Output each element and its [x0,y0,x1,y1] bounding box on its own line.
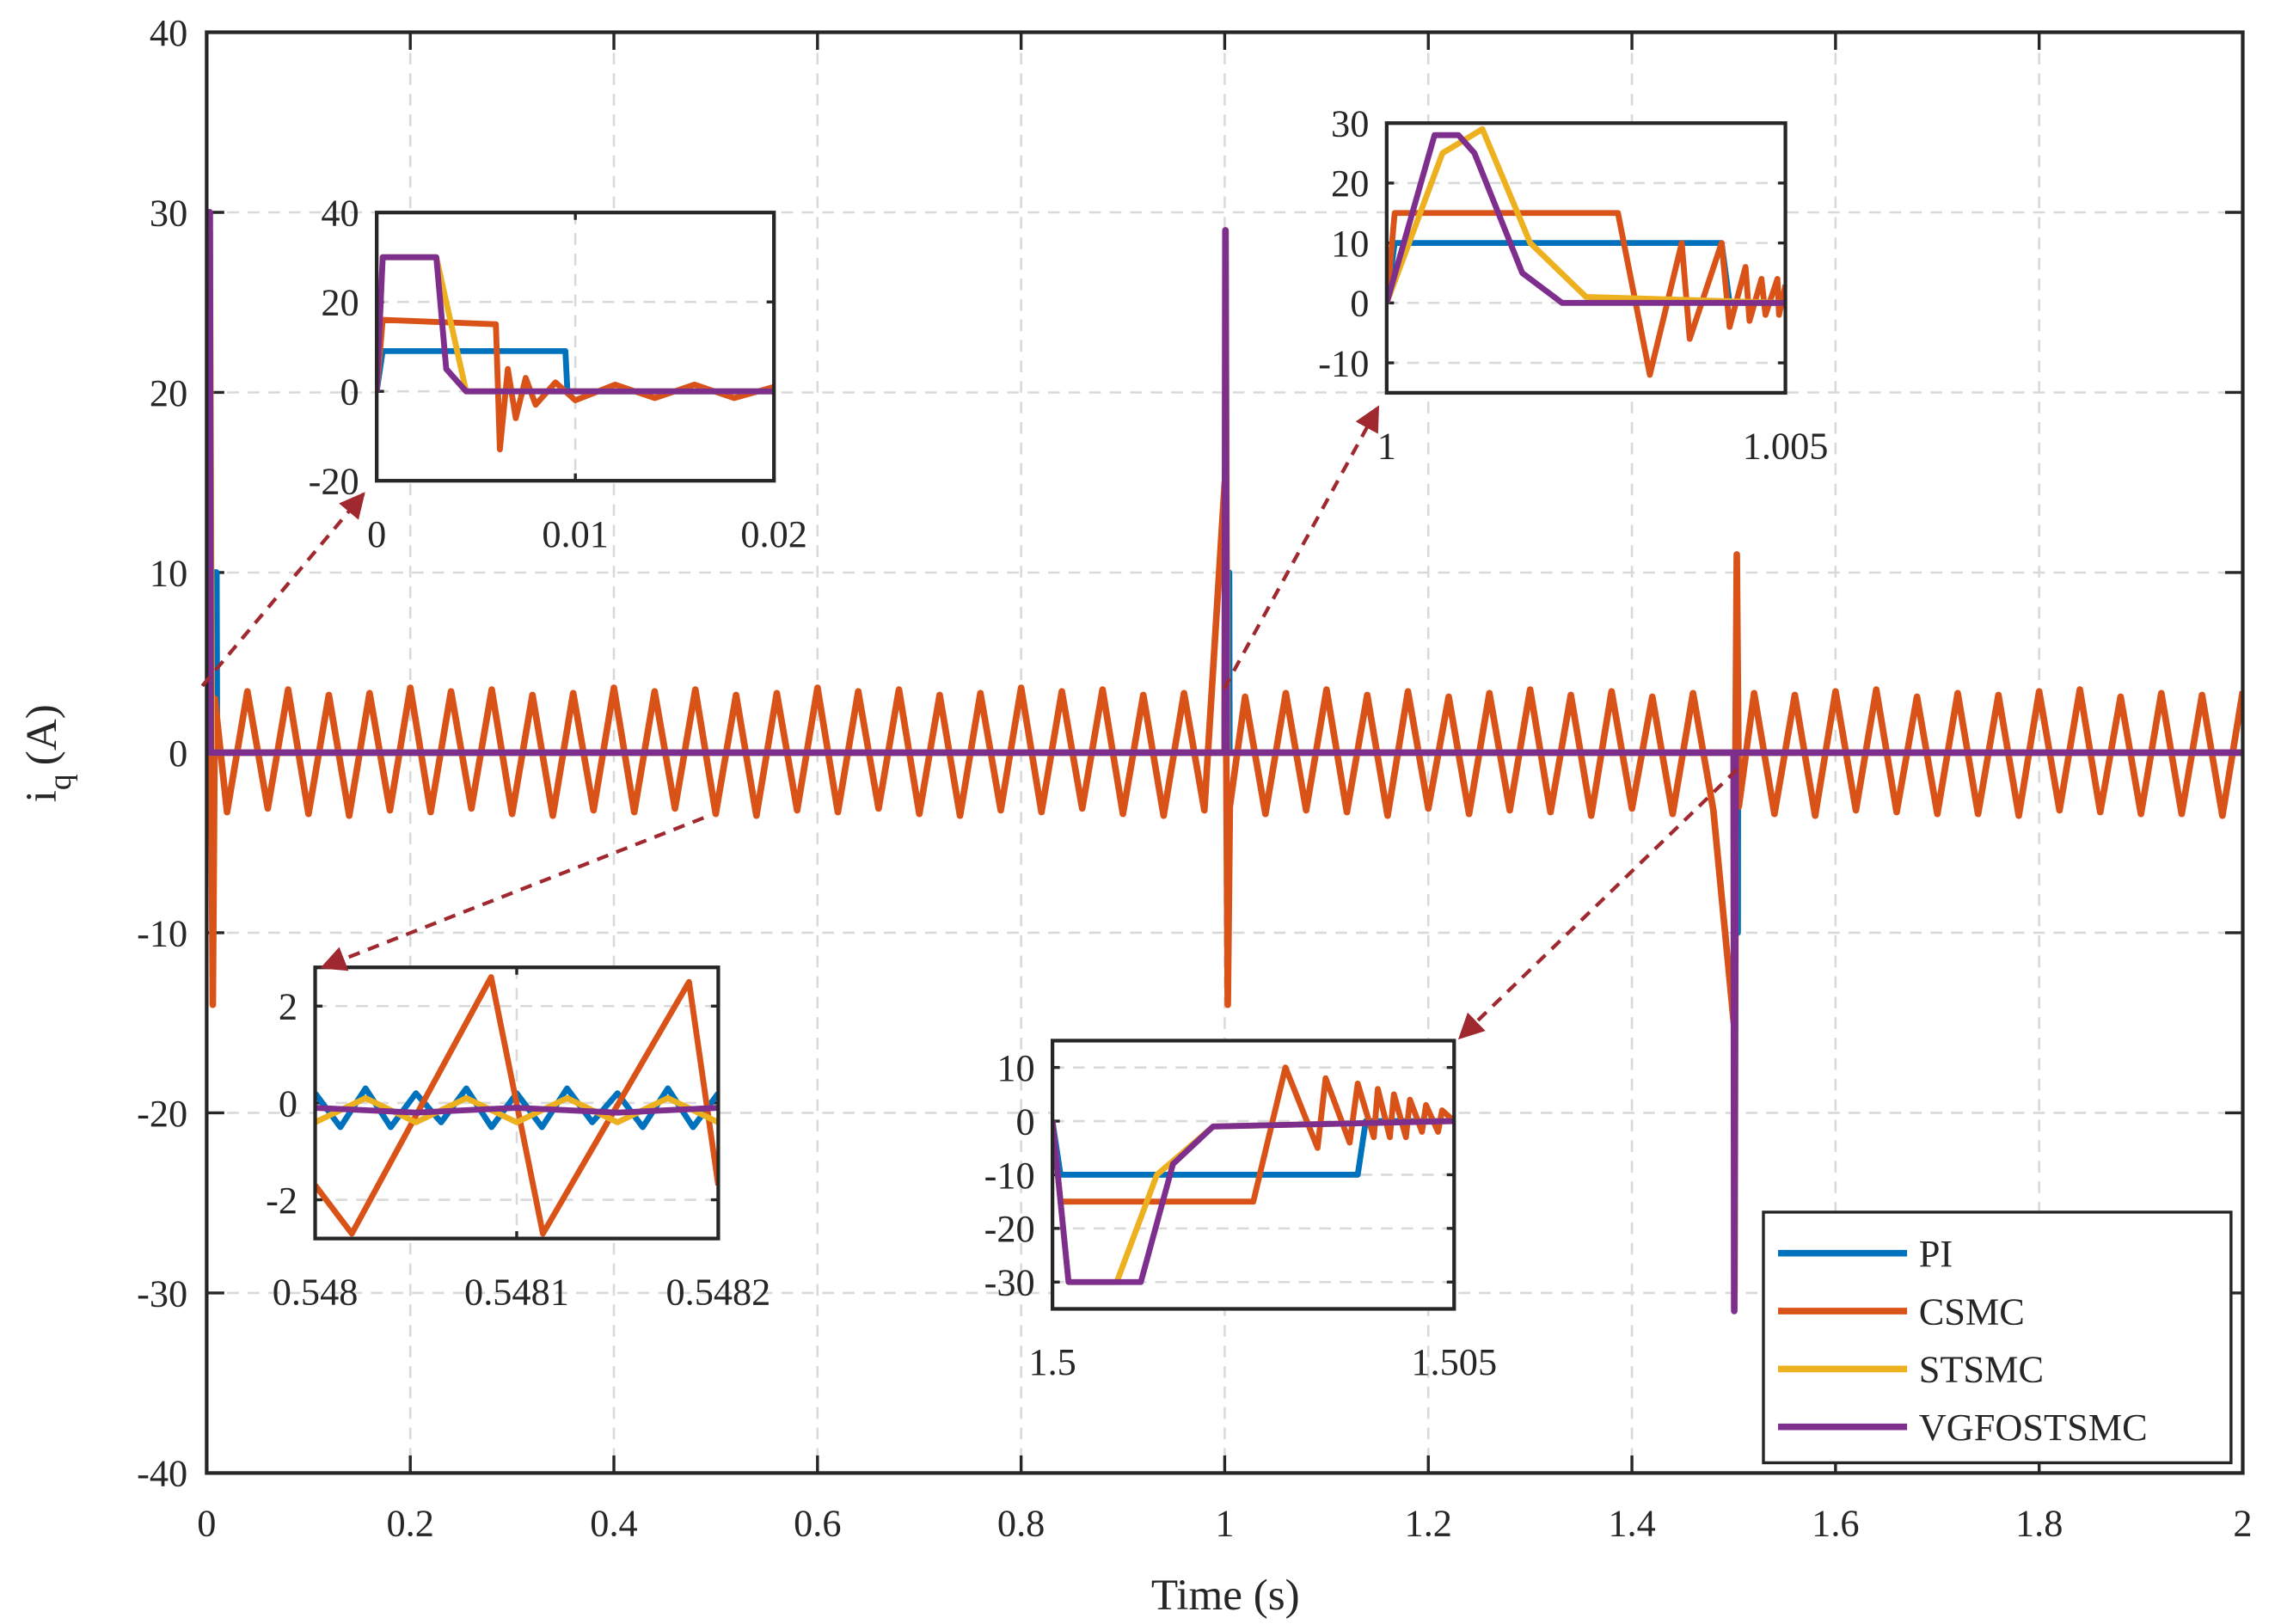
x-tick-label: 1.505 [1411,1341,1497,1383]
y-tick-label: 0 [1350,283,1369,325]
y-tick-label: 20 [1331,162,1369,205]
y-tick-label: -20 [984,1208,1035,1250]
zoom-arrow [200,492,365,688]
y-tick-label: 0 [340,371,359,414]
y-tick-label: 0 [169,732,187,775]
y-tick-label: -30 [984,1262,1035,1304]
zoom-arrow [1222,405,1380,690]
y-tick-label: 30 [1331,103,1369,145]
series-line [377,254,775,395]
y-label-base: i [17,790,66,802]
x-tick-label: 0.5481 [464,1271,569,1313]
series-group [1386,126,1786,378]
y-tick-label: -10 [1318,342,1369,384]
legend-label: VGFOSTSMC [1919,1406,2148,1449]
y-tick-label: 2 [279,986,297,1028]
x-tick-label: 1 [1377,426,1396,468]
x-tick-label: 0 [197,1503,216,1545]
y-tick-label: 30 [150,192,187,234]
y-tick-label: -10 [137,912,187,954]
y-tick-label: 20 [150,372,187,414]
zoom-arrow [1457,768,1738,1040]
axes-frame [205,30,2245,1475]
axes-frame [313,965,721,1241]
y-tick-label: 40 [321,193,359,235]
axes-frame [1050,1039,1456,1311]
y-tick-label: 10 [1331,223,1369,265]
legend: PI CSMC STSMC VGFOSTSMC [1762,1210,2233,1465]
y-tick-label: 10 [996,1047,1034,1089]
series-line [315,1105,719,1116]
axes-frame [375,211,776,483]
x-tick-label: 0.4 [590,1503,637,1545]
y-tick-label: -40 [137,1453,187,1495]
series-group [315,974,719,1237]
series-line [1386,132,1786,306]
series-line [1386,126,1786,306]
y-tick-label: -30 [137,1272,187,1315]
x-tick-label: 1.5 [1028,1341,1076,1383]
x-tick-label: 0.8 [997,1503,1045,1545]
x-tick-label: 0.6 [794,1503,841,1545]
series-line [1386,210,1786,378]
x-tick-label: 0.01 [542,513,609,555]
axes-frame [1384,121,1788,395]
series-line [1052,1118,1455,1285]
y-tick-label: -20 [309,461,359,503]
y-tick-label: -2 [266,1180,297,1222]
y-tick-label: -10 [984,1155,1035,1197]
x-tick-label: 1.8 [2015,1503,2063,1545]
x-tick-label: 0.5482 [665,1271,770,1313]
legend-label: STSMC [1919,1349,2044,1391]
y-tick-label: 0 [1016,1100,1035,1143]
x-tick-label: 1.005 [1743,426,1829,468]
x-tick-label: 1.6 [1812,1503,1859,1545]
y-tick-label: -20 [137,1093,187,1135]
y-tick-label: 40 [150,12,187,54]
y-tick-label: 10 [150,552,187,594]
y-tick-label: 0 [279,1082,297,1125]
x-tick-label: 1.2 [1405,1503,1452,1545]
series-group [377,254,775,453]
x-tick-label: 0.2 [387,1503,434,1545]
x-tick-label: 1 [1215,1503,1234,1545]
series-group [206,209,2243,1315]
y-axis-label: iq (A) [17,704,78,802]
y-label-unit: (A) [17,704,66,765]
x-axis-label: Time (s) [1151,1571,1300,1620]
x-tick-label: 0.548 [273,1271,359,1313]
y-tick-label: 20 [321,282,359,324]
y-label-sub: q [43,774,78,790]
series-group [1052,1064,1455,1285]
series-line [206,209,2243,1315]
zoom-arrows [200,405,1738,1040]
series-line [1052,1064,1455,1205]
legend-label: CSMC [1919,1290,2025,1333]
x-tick-label: 0 [367,513,386,555]
x-tick-label: 0.02 [740,513,807,555]
zoom-arrow [320,816,705,971]
legend-label: PI [1919,1233,1953,1275]
x-tick-label: 1.4 [1608,1503,1655,1545]
x-tick-label: 2 [2233,1503,2252,1545]
series-line [315,1094,719,1125]
